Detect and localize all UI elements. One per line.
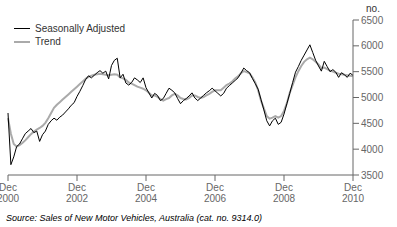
html-text:Seasonally Adjusted: Seasonally Adjusted bbox=[35, 23, 126, 34]
svg-text:no.: no. bbox=[366, 3, 380, 14]
svg-text:4000: 4000 bbox=[361, 144, 384, 155]
html-text:Trend: Trend bbox=[35, 36, 61, 47]
svg-text:4500: 4500 bbox=[361, 118, 384, 129]
svg-text:Dec2002: Dec2002 bbox=[66, 182, 89, 204]
html-text:Source: Sales of New Motor Veh: Source: Sales of New Motor Vehicles, Aus… bbox=[6, 213, 262, 223]
svg-text:Dec2006: Dec2006 bbox=[204, 182, 227, 204]
svg-text:3500: 3500 bbox=[361, 170, 384, 181]
svg-text:6000: 6000 bbox=[361, 40, 384, 51]
svg-text:Dec2004: Dec2004 bbox=[135, 182, 158, 204]
svg-text:5000: 5000 bbox=[361, 92, 384, 103]
svg-text:6500: 6500 bbox=[361, 15, 384, 26]
svg-text:Dec2008: Dec2008 bbox=[273, 182, 296, 204]
svg-text:Dec2010: Dec2010 bbox=[342, 182, 365, 204]
svg-text:Dec2000: Dec2000 bbox=[8, 182, 20, 204]
svg-text:5500: 5500 bbox=[361, 66, 384, 77]
